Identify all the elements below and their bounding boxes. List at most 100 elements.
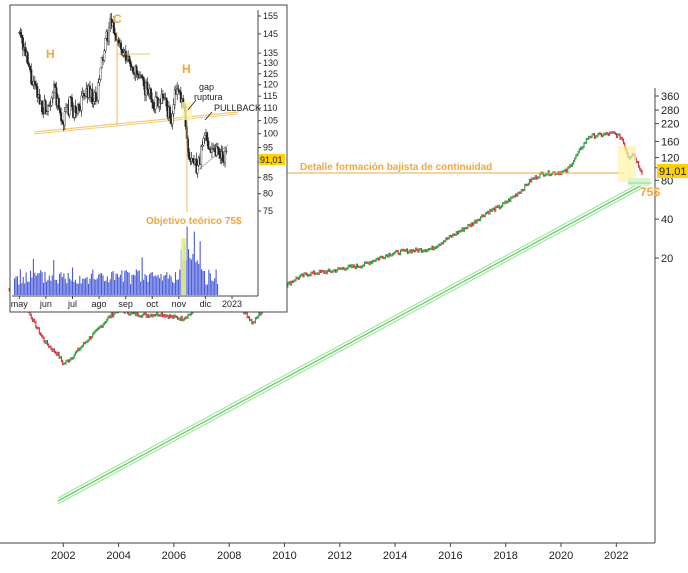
inset-y-tick-label: 105 [263,116,278,126]
volume-bar-53 [90,273,92,295]
gap-label: gap [199,82,214,92]
volume-bar-5 [21,283,23,295]
candle-body-30 [54,84,57,88]
inset-y-tick-label: 120 [263,80,278,90]
candle-body-64 [94,92,97,102]
main-x-tick-label: 2018 [493,550,517,562]
volume-bar-28 [54,279,56,295]
candle-body-29 [53,84,56,94]
volume-bar-11 [29,270,32,295]
volume-bar-18 [40,270,42,295]
inset-x-tick-label: oct [146,299,159,309]
candle-body-119 [160,94,163,104]
candle-body-36 [61,120,64,123]
volume-bar-80 [130,284,132,295]
volume-bar-129 [201,269,203,295]
inset-background [9,4,288,313]
volume-bar-12 [31,277,33,295]
main-x-tick-label: 2020 [549,550,573,562]
volume-bar-60 [101,273,103,295]
inset-x-tick-label: ago [92,299,107,309]
candle-body-133 [177,88,180,91]
volume-bar-52 [89,278,91,295]
candle-body-5 [24,47,27,56]
inset-break-highlight [182,102,192,120]
target-label: 75$ [640,185,660,199]
candle-body-126 [169,106,172,119]
candle-body-85 [120,42,123,50]
volume-bar-55 [93,279,95,295]
volume-bar-71 [116,274,119,295]
volume-highlight [181,238,186,295]
candle-body-43 [69,96,72,98]
candle-body-154 [202,138,205,146]
volume-bar-85 [137,271,139,295]
candle-body-167 [218,148,221,155]
candle-body-159 [208,148,211,150]
volume-bar-87 [140,281,142,295]
volume-bar-88 [141,257,143,295]
volume-bar-138 [214,278,216,295]
volume-bar-31 [58,273,61,295]
volume-bar-13 [32,258,34,295]
price-badge-label: 91,01 [659,166,687,178]
zoom-highlight-box [618,146,636,182]
candle-body-62 [92,101,95,104]
volume-bar-17 [38,273,40,295]
volume-bar-109 [172,281,174,295]
inset-axes: 7580859095100105110115120125130135145155… [11,10,278,309]
candle-body-61 [91,89,94,104]
inset-x-tick-label: dic [200,299,212,309]
volume-bar-102 [161,280,163,295]
candle-body-89 [124,50,127,62]
volume-bar-91 [145,275,148,295]
volume-bar-65 [108,282,110,295]
volume-bar-15 [35,275,37,295]
candle-body-83 [117,39,120,44]
inset-price-badge-label: 91,01 [260,155,283,165]
price-badge [657,164,688,178]
main-y-tick-label: 220 [661,119,679,131]
volume-bar-63 [105,280,107,295]
pullback-label: PULLBACK [214,103,261,113]
volume-bar-81 [131,275,133,295]
volume-bar-54 [92,269,94,295]
trendline [57,183,645,502]
main-y-tick-label: 80 [661,175,673,187]
inset-guides [116,32,213,212]
candle-body-2 [20,34,23,38]
volume-bar-78 [127,272,129,295]
volume-bar-125 [195,262,197,295]
volume-bar-2 [16,276,18,295]
volume-bar-42 [74,279,76,295]
volume-bar-64 [106,276,108,295]
candle-body-33 [57,98,60,109]
candle-body-132 [176,88,179,95]
main-x-tick-label: 2006 [162,550,186,562]
candle-body-10 [30,69,33,84]
volume-bar-114 [179,269,181,295]
main-x-tick-label: 2002 [51,550,75,562]
inset-x-tick-label: may [11,299,29,309]
volume-bar-120 [188,249,190,295]
candle-body-157 [206,132,209,142]
volume-bar-121 [189,258,191,295]
volume-bar-16 [37,273,39,295]
volume-bar-48 [83,278,85,295]
candle-body-26 [49,105,52,107]
candle-body-28 [51,92,54,99]
volume-bar-29 [56,279,58,295]
inset-y-tick-label: 155 [263,11,278,21]
candle-body-68 [99,67,102,80]
volume-bar-37 [67,273,69,295]
volume-bar-111 [174,272,177,295]
volume-bar-32 [60,272,62,295]
volume-bar-128 [199,241,201,295]
candle-body-115 [155,96,158,98]
inset-x-tick-label: nov [172,299,187,309]
volume-bar-107 [169,274,171,295]
volume-bar-127 [198,263,200,295]
volume-bar-51 [87,283,90,295]
inset-y-tick-label: 95 [263,143,273,153]
